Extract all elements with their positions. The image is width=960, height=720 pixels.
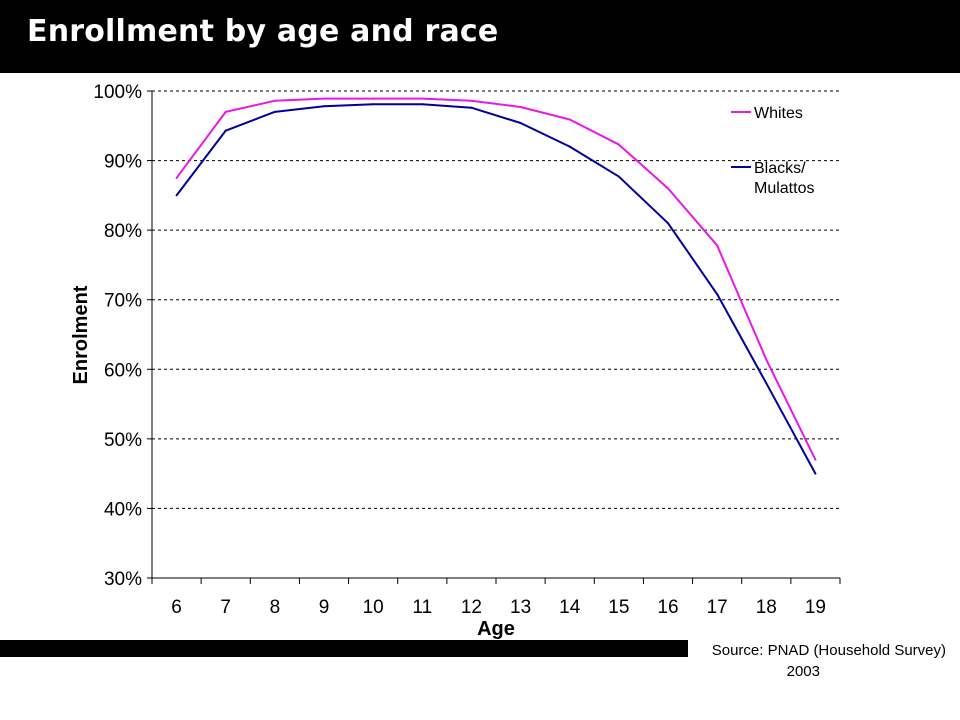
y-tick-label: 80% — [104, 221, 142, 242]
data-point — [667, 222, 669, 225]
x-tick-label: 13 — [510, 597, 531, 618]
x-tick-label: 7 — [220, 597, 231, 618]
data-point — [716, 293, 719, 296]
x-tick-label: 9 — [319, 597, 330, 618]
x-tick-label: 19 — [805, 597, 826, 618]
data-point — [519, 122, 522, 125]
series-line-0 — [175, 97, 817, 461]
chart-axes — [151, 91, 840, 579]
data-point — [716, 244, 719, 247]
x-tick-label: 15 — [608, 597, 629, 618]
data-point — [323, 105, 325, 108]
x-tick-label: 12 — [461, 597, 482, 618]
data-point — [470, 99, 473, 102]
y-tick-label: 70% — [104, 291, 142, 312]
legend-label: Blacks/ — [754, 160, 806, 177]
y-tick-label: 40% — [104, 499, 142, 520]
data-point — [372, 97, 375, 100]
data-point — [224, 110, 227, 113]
source-note: Source: PNAD (Household Survey) 2003 — [676, 640, 946, 682]
x-tick-label: 14 — [559, 597, 581, 618]
data-point — [617, 175, 620, 178]
x-tick-label: 18 — [756, 597, 777, 618]
x-tick-label: 11 — [412, 597, 432, 618]
data-point — [273, 110, 276, 113]
data-point — [224, 129, 227, 132]
y-axis-label: Enrolment — [70, 285, 92, 384]
data-point — [372, 103, 375, 106]
data-point — [273, 99, 276, 102]
data-point — [568, 145, 571, 148]
data-point — [814, 472, 817, 475]
y-tick-label: 60% — [104, 360, 142, 381]
legend-label: Whites — [754, 105, 803, 122]
data-point — [568, 118, 571, 121]
data-point — [765, 382, 768, 385]
source-line-1: Source: PNAD (Household Survey) — [711, 642, 946, 659]
data-point — [421, 97, 424, 100]
y-tick-label: 100% — [93, 82, 142, 103]
data-point — [421, 103, 424, 106]
data-point — [667, 187, 669, 190]
data-point — [814, 458, 817, 461]
x-tick-label: 17 — [707, 597, 728, 618]
data-point — [175, 176, 178, 179]
gridlines — [152, 90, 840, 509]
data-point — [519, 106, 522, 109]
x-tick-label: 8 — [270, 597, 281, 618]
chart-series — [175, 97, 817, 475]
y-axis-ticks: 30% 40% 50% 60% 70% 80% 90% 100% — [93, 82, 152, 590]
page-title: Enrollment by age and race — [27, 14, 499, 49]
y-tick-label: 90% — [104, 152, 142, 173]
chart-legend: Whites Blacks/Mulattos — [731, 105, 814, 197]
series-line-1 — [175, 103, 817, 475]
source-line-2: 2003 — [786, 663, 820, 680]
legend-label: Mulattos — [754, 180, 814, 197]
x-axis-label: Age — [477, 618, 515, 640]
title-bar: Enrollment by age and race — [0, 0, 960, 73]
data-point — [470, 106, 473, 109]
data-point — [765, 358, 768, 361]
y-tick-label: 30% — [104, 569, 142, 590]
y-tick-label: 50% — [104, 430, 142, 451]
data-point — [323, 97, 325, 100]
x-tick-label: 6 — [171, 597, 182, 618]
data-point — [175, 194, 178, 197]
data-point — [617, 143, 620, 146]
x-tick-label: 10 — [363, 597, 384, 618]
footer-bar — [0, 640, 688, 657]
x-axis-ticks: 6 7 8 9 10 11 12 13 14 15 16 17 18 19 — [151, 578, 841, 618]
x-tick-label: 16 — [657, 597, 678, 618]
